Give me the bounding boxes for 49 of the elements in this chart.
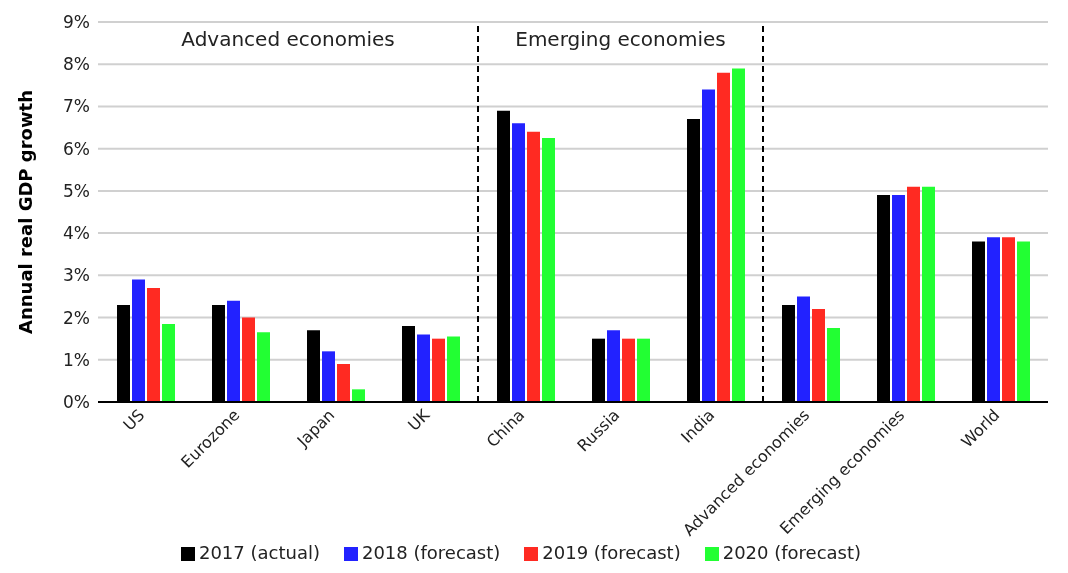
bar [527,131,540,402]
bar [542,138,555,402]
bar [417,334,430,402]
bar [812,309,825,402]
bar [987,237,1000,402]
y-tick-label: 2% [63,307,90,328]
bar [702,89,715,402]
bar [907,186,920,402]
y-tick-label: 9% [63,12,90,33]
bar [512,123,525,402]
bar [447,336,460,402]
bar [162,323,175,402]
y-tick-label: 0% [63,392,90,413]
bar [1017,241,1030,402]
y-tick-label: 3% [63,265,90,286]
y-tick-label: 6% [63,138,90,159]
bar [242,317,255,402]
bar [147,288,160,402]
bar [922,186,935,402]
bar [432,338,445,402]
y-tick-label: 8% [63,54,90,75]
legend-label: 2018 (forecast) [361,542,501,563]
y-tick-label: 4% [63,223,90,244]
bar [827,328,840,402]
bar [892,195,905,402]
bar [352,389,365,402]
bar [322,351,335,402]
annotation: Emerging economies [515,27,726,52]
bar [717,72,730,402]
bar [732,68,745,402]
x-tick-label: UK [404,405,434,435]
bar [622,338,635,402]
bar [337,364,350,402]
legend-label: 2019 (forecast) [542,542,681,563]
legend-label: 2020 (forecast) [722,542,862,563]
y-tick-label: 5% [63,180,90,201]
bar [797,296,810,402]
y-axis-title: Annual real GDP growth [15,90,37,334]
bar [257,332,270,402]
bar [132,279,145,402]
x-tick-label: US [119,405,149,435]
y-tick-label: 7% [63,96,90,117]
y-tick-label: 1% [63,349,90,370]
annotation: Advanced economies [181,27,395,52]
bar [637,338,650,402]
bar [607,330,620,402]
bar [1002,237,1015,402]
legend-label: 2017 (actual) [198,542,320,563]
bar [227,300,240,402]
